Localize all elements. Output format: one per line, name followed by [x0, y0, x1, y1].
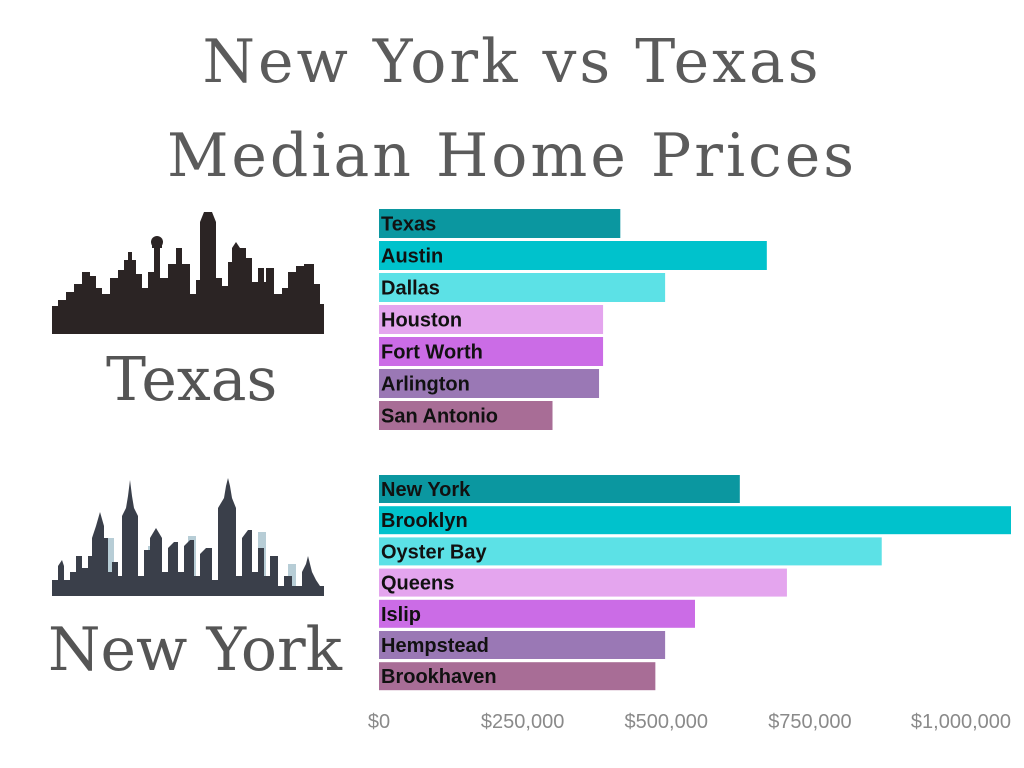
bar-new-york-hempstead — [379, 631, 666, 659]
x-tick-label: $250,000 — [481, 711, 564, 733]
bar-label-queens: Queens — [381, 573, 454, 595]
x-tick-label: $1,000,000 — [911, 711, 1011, 733]
page-title-line-2: Median Home Prices — [166, 121, 858, 191]
x-tick-label: $0 — [368, 711, 390, 733]
bar-new-york-queens — [379, 568, 787, 597]
bar-texas-austin — [379, 241, 767, 270]
bar-texas-dallas — [379, 273, 666, 302]
bar-label-new-york: New York — [381, 479, 471, 501]
bar-label-austin: Austin — [381, 246, 443, 268]
bar-label-houston: Houston — [381, 310, 462, 332]
bar-label-islip: Islip — [381, 604, 421, 626]
bar-new-york-brookhaven — [379, 662, 656, 691]
bar-texas-fort-worth — [379, 337, 604, 366]
page-title-line-1: New York vs Texas — [202, 27, 822, 97]
new-york-skyline-icon — [52, 478, 324, 596]
bar-label-brookhaven: Brookhaven — [381, 666, 497, 688]
bar-label-arlington: Arlington — [381, 374, 470, 396]
bar-label-texas: Texas — [381, 214, 436, 236]
bar-texas-arlington — [379, 369, 600, 398]
texas-label: Texas — [106, 345, 278, 415]
bar-texas-san-antonio — [379, 401, 553, 430]
bar-new-york-new-york — [379, 475, 740, 503]
new-york-label: New York — [48, 615, 342, 685]
bar-texas-houston — [379, 305, 604, 334]
bar-new-york-oyster-bay — [379, 537, 882, 566]
texas-skyline-icon — [52, 212, 324, 334]
bar-new-york-brooklyn — [379, 506, 1011, 535]
bar-texas-texas — [379, 209, 621, 238]
x-tick-label: $750,000 — [768, 711, 851, 733]
bar-label-oyster-bay: Oyster Bay — [381, 541, 487, 563]
bar-label-fort-worth: Fort Worth — [381, 342, 483, 364]
bar-new-york-islip — [379, 599, 695, 628]
x-tick-label: $500,000 — [625, 711, 708, 733]
bar-label-brooklyn: Brooklyn — [381, 510, 468, 532]
bar-label-dallas: Dallas — [381, 278, 440, 300]
bar-label-san-antonio: San Antonio — [381, 406, 498, 428]
bar-label-hempstead: Hempstead — [381, 635, 489, 657]
